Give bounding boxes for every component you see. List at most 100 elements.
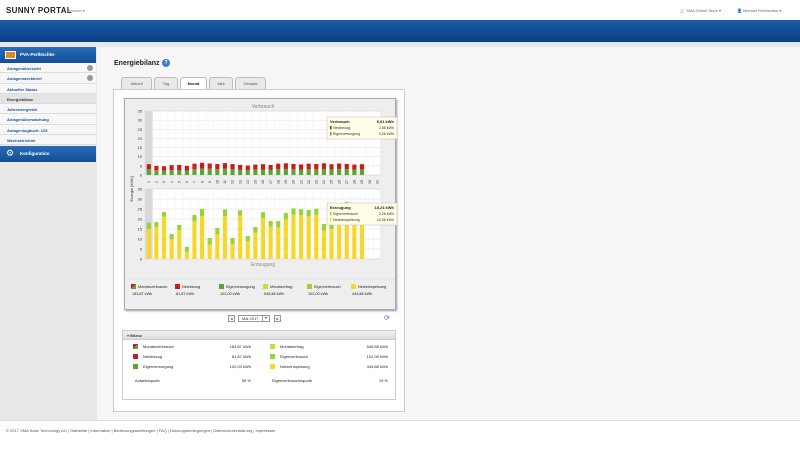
footer-link-startseite[interactable]: Startseite [70,428,88,433]
bar-netzeinspeisung [253,232,258,259]
tab-tag[interactable]: Tag [154,77,178,89]
bar-netzeinspeisung [306,216,311,259]
sidebar-plant-header[interactable]: PVA-Perßtschke [0,47,96,63]
bar-eigenverbrauch [260,212,266,219]
sidebar-item-label: Wechselrichter [7,138,36,144]
footer-link-impressum[interactable]: Impressum [255,428,276,433]
bar-eigenverbrauch [268,221,273,227]
tooltip-title-value: 5,91 kWh [377,119,395,124]
bar-netzeinspeisung [291,214,296,259]
legend-value: 546,88 kWh [264,292,284,296]
bar-netzbezug [337,163,342,169]
tooltip-swatch [330,126,332,130]
sidebar-item-anlagenlogbuch-125[interactable]: Anlagenlogbuch: 125 [0,124,96,136]
bar-eigenversorgung [321,168,326,175]
bar-netzeinspeisung [184,251,189,259]
sidebar-item-energiebilanz[interactable]: Energiebilanz [0,93,96,105]
legend-swatch [133,344,138,349]
legend-value: 183,87 kWh [132,292,152,296]
tooltip-row-value: 2,66 kWh [379,126,394,130]
sidebar-item-aktueller-status[interactable]: Aktueller Status [0,83,96,94]
tab-jahr[interactable]: Jahr [209,77,233,89]
tab-aktuell[interactable]: Aktuell [121,77,152,89]
footer-link-information[interactable]: Information [90,428,111,433]
x-tick-label: 31 [375,180,379,184]
x-tick-label: 24 [322,180,326,184]
y-tick-label: 20 [138,217,143,222]
bilanz-value: 444,88 kWh [366,364,388,369]
sidebar-item-label: Anlagenübersicht [7,66,41,71]
legend-swatch [270,364,275,369]
bar-eigenverbrauch [184,247,189,252]
language-selector[interactable]: Deutsch ▾ [67,8,85,13]
bar-eigenversorgung [146,169,151,175]
bar-eigenverbrauch [200,209,205,216]
sidebar-item-anlagensteckbrief[interactable]: Anlagensteckbrief [0,73,96,84]
online-store-link[interactable]: 🛒 SMA Online Store ▾ [680,8,722,13]
next-month-button[interactable]: ▸ [274,315,281,322]
sidebar-item-wechselrichter[interactable]: Wechselrichter [0,135,96,146]
bar-netzbezug [215,164,220,170]
y-tick-label: 25 [138,127,143,132]
footer-link-faq[interactable]: FAQ [158,428,167,433]
tooltip-row-value: 3,26 kWh [379,132,394,136]
online-store-label: SMA Online Store [686,8,718,13]
bar-eigenverbrauch [306,210,311,217]
x-tick-label: 15 [254,180,258,184]
legend-value: 81,87 kWh [176,292,194,296]
sidebar: PVA-Perßtschke Anlagenübersicht Anlagenst… [0,47,96,163]
bar-eigenverbrauch [207,238,212,245]
gear-icon[interactable] [87,75,93,82]
sidebar-item-jahresvergleich[interactable]: Jahresvergleich [0,104,96,115]
user-menu[interactable]: 👤 Michael Perßtschke ▾ [737,8,782,13]
bilanz-toggle[interactable]: ▾ Bilanz [123,331,395,340]
bilanz-label: Netzbezug [143,354,163,359]
x-tick-label: 21 [299,180,303,184]
legend-swatch [263,284,268,289]
y-tick-label: 25 [138,207,143,212]
sidebar-configuration[interactable]: ⚙ Konfiguration [0,146,96,163]
bar-netzeinspeisung [260,218,266,259]
x-tick-label: 1 [147,181,151,183]
bar-eigenversorgung [298,169,304,175]
bilanz-label: Eigenverbrauchsquote [272,378,313,383]
bar-eigenversorgung [314,169,319,175]
bar-netzbezug [146,164,151,170]
bar-eigenversorgung [161,170,167,175]
footer-link-nutzungsbedingungen[interactable]: Nutzungsbedingungen [170,428,211,433]
bilanz-value: 81,87 kWh [231,354,251,359]
tab-gesamt[interactable]: Gesamt [235,77,266,89]
tab-monat[interactable]: Monat [180,77,207,90]
bar-netzbezug [344,163,349,170]
cart-icon: 🛒 [680,8,685,13]
sidebar-item-anlagen-berwachung[interactable]: Anlagenüberwachung [0,114,96,125]
configuration-label: Konfiguration [20,151,50,157]
x-tick-label: 4 [170,181,174,183]
bar-netzbezug [329,164,334,170]
bar-netzbezug [291,164,296,170]
y-tick-label: 15 [138,145,143,150]
top-bar: SUNNY PORTAL Deutsch ▾ 🛒 SMA Online Stor… [0,0,800,20]
sidebar-item-anlagen-bersicht[interactable]: Anlagenübersicht [0,63,96,74]
sunny-portal-logo[interactable]: SUNNY PORTAL [6,6,72,15]
tooltip-title: Erzeugung [330,205,351,210]
help-icon[interactable]: ? [162,59,170,67]
x-tick-label: 12 [231,180,235,184]
footer-separator: | [87,428,91,433]
bar-eigenversorgung [268,169,273,175]
previous-month-button[interactable]: ◂ [228,315,235,322]
refresh-icon[interactable]: ⟳ [384,315,390,322]
month-value: Mai 2017 [242,316,259,321]
footer-link-datenschutzerkl-rung[interactable]: Datenschutzerklärung [213,428,253,433]
footer-link-bedienungsanleitungen[interactable]: Bedienungsanleitungen [113,428,156,433]
bar-eigenversorgung [344,169,349,175]
y-tick-label: 30 [138,197,143,202]
legend-swatch [270,344,275,349]
gear-icon[interactable] [87,65,93,71]
month-selector[interactable]: Mai 2017 ▾ [238,315,270,322]
bar-netzeinspeisung [245,241,250,259]
bar-eigenverbrauch [314,208,319,215]
bar-netzeinspeisung [276,227,281,259]
bar-eigenverbrauch [298,209,304,216]
legend-swatch [219,284,224,289]
